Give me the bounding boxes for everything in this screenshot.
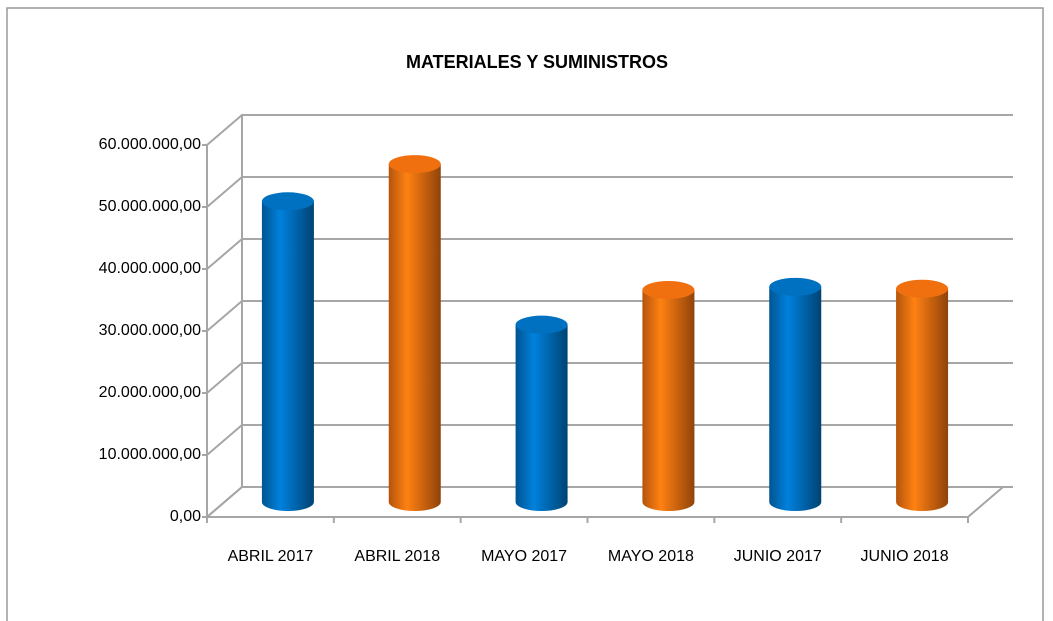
y-tick-label: 60.000.000,00 [99, 136, 201, 153]
x-tick-label: ABRIL 2018 [354, 548, 440, 565]
x-tick-label: JUNIO 2017 [734, 548, 822, 565]
chart-title: MATERIALES Y SUMINISTROS [406, 52, 668, 72]
x-tick-label: MAYO 2018 [608, 548, 694, 565]
chart-frame [6, 7, 1044, 621]
x-tick-label: ABRIL 2017 [228, 548, 314, 565]
bar-top [896, 279, 949, 298]
y-tick-label: 10.000.000,00 [99, 446, 201, 463]
bar-top [261, 192, 314, 211]
bar [642, 289, 695, 511]
bar-top [769, 277, 822, 296]
bar-top [642, 280, 695, 299]
bar [261, 201, 314, 512]
bar [896, 288, 949, 511]
bar [769, 286, 822, 511]
bar [515, 324, 568, 511]
grid-line [206, 238, 1013, 270]
grid-line [206, 300, 1013, 332]
x-tick-label: JUNIO 2018 [861, 548, 949, 565]
y-tick-label: 20.000.000,00 [99, 384, 201, 401]
bar-top [515, 315, 568, 334]
x-tick-label: MAYO 2017 [481, 548, 567, 565]
y-tick-label: 30.000.000,00 [99, 322, 201, 339]
y-tick-label: 0,00 [170, 508, 201, 525]
grid-line [206, 424, 1013, 456]
grid-line [206, 362, 1013, 394]
floor [204, 486, 1006, 518]
bar [388, 164, 441, 511]
grid-line [206, 176, 1013, 208]
grid-line [206, 486, 1013, 518]
grid-line [206, 114, 1013, 146]
bar-top [388, 155, 441, 174]
y-tick-label: 40.000.000,00 [99, 260, 201, 277]
y-tick-label: 50.000.000,00 [99, 198, 201, 215]
